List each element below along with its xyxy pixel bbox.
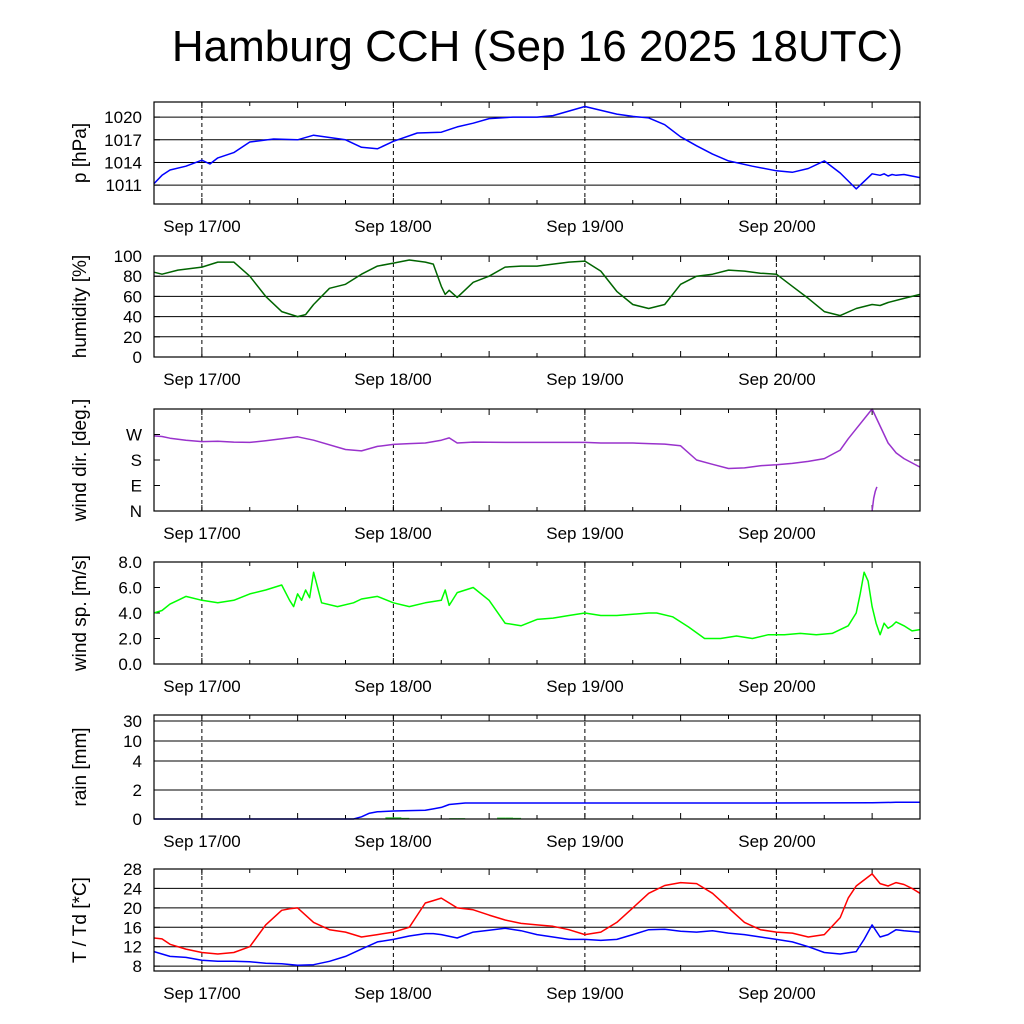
rain-bar <box>393 817 402 819</box>
y-tick-label: 100 <box>114 247 142 266</box>
y-axis-label: T / Td [*C] <box>70 877 91 963</box>
series-line-1 <box>871 486 878 512</box>
x-tick-label: Sep 18/00 <box>354 217 432 236</box>
y-tick-label: 20 <box>123 328 142 347</box>
rain-bar <box>385 817 394 819</box>
x-tick-label: Sep 20/00 <box>738 217 816 236</box>
x-tick-label: Sep 19/00 <box>546 832 624 851</box>
series-line-0 <box>153 408 921 470</box>
y-tick-label: 1014 <box>104 153 142 172</box>
y-tick-label: 1017 <box>104 131 142 150</box>
series-line-1 <box>153 924 921 966</box>
series-line-0 <box>153 105 921 190</box>
y-tick-label: 2.0 <box>118 630 142 649</box>
x-tick-label: Sep 17/00 <box>163 984 241 1003</box>
y-tick-label: 12 <box>123 938 142 957</box>
y-tick-label: 8.0 <box>118 553 142 572</box>
y-tick-label: 24 <box>123 879 142 898</box>
x-tick-label: Sep 19/00 <box>546 984 624 1003</box>
x-tick-label: Sep 20/00 <box>738 832 816 851</box>
y-tick-label: 16 <box>123 918 142 937</box>
x-tick-label: Sep 18/00 <box>354 984 432 1003</box>
x-tick-label: Sep 17/00 <box>163 217 241 236</box>
y-tick-label: S <box>131 451 142 470</box>
x-tick-label: Sep 18/00 <box>354 524 432 543</box>
y-tick-label: 80 <box>123 267 142 286</box>
y-tick-label: N <box>130 502 142 521</box>
series-line-0 <box>153 571 921 640</box>
plot-frame <box>153 868 921 972</box>
plot-frame <box>153 101 921 205</box>
x-tick-label: Sep 19/00 <box>546 370 624 389</box>
rain-bar <box>497 817 506 819</box>
x-tick-label: Sep 19/00 <box>546 524 624 543</box>
y-tick-label: 0 <box>133 348 142 367</box>
y-tick-label: E <box>131 477 142 496</box>
x-tick-label: Sep 17/00 <box>163 524 241 543</box>
plot-frame <box>153 714 921 820</box>
y-tick-label: 4 <box>133 752 142 771</box>
y-axis-label: humidity [%] <box>70 255 91 358</box>
panel-0: 1011 1014 1017 1020 Sep 17/00 Sep 18/00 Sep 19… <box>70 101 921 236</box>
y-axis-label: p [hPa] <box>70 123 91 183</box>
y-tick-label: 8 <box>133 957 142 976</box>
x-tick-label: Sep 20/00 <box>738 984 816 1003</box>
x-tick-label: Sep 17/00 <box>163 677 241 696</box>
x-tick-label: Sep 19/00 <box>546 677 624 696</box>
x-tick-label: Sep 20/00 <box>738 677 816 696</box>
y-tick-label: 40 <box>123 308 142 327</box>
plot-frame <box>153 255 921 358</box>
y-tick-label: 1020 <box>104 108 142 127</box>
plot-frame <box>153 561 921 665</box>
x-tick-label: Sep 18/00 <box>354 370 432 389</box>
panel-3: 0.0 2.0 4.0 6.0 8.0 Sep 17/00 Sep 18/00 Sep 19/… <box>70 553 921 696</box>
y-axis-label: wind sp. [m/s] <box>70 555 91 672</box>
series-line-0 <box>153 873 921 955</box>
y-tick-label: 0 <box>133 810 142 829</box>
x-tick-label: Sep 20/00 <box>738 370 816 389</box>
chart-title: Hamburg CCH (Sep 16 2025 18UTC) <box>171 22 904 71</box>
x-tick-label: Sep 18/00 <box>354 677 432 696</box>
y-tick-label: 6.0 <box>118 579 142 598</box>
x-tick-label: Sep 20/00 <box>738 524 816 543</box>
x-tick-label: Sep 17/00 <box>163 370 241 389</box>
y-tick-label: W <box>126 426 142 445</box>
y-tick-label: 30 <box>123 712 142 731</box>
y-tick-label: 0.0 <box>118 655 142 674</box>
y-axis-label: rain [mm] <box>70 727 91 806</box>
y-tick-label: 28 <box>123 860 142 879</box>
y-tick-label: 4.0 <box>118 604 142 623</box>
y-axis-label: wind dir. [deg.] <box>70 399 91 523</box>
y-tick-label: 10 <box>123 732 142 751</box>
series-line-0 <box>154 801 920 820</box>
x-tick-label: Sep 18/00 <box>354 832 432 851</box>
plot-frame <box>153 408 921 512</box>
series-line-0 <box>153 259 921 318</box>
x-tick-label: Sep 17/00 <box>163 832 241 851</box>
y-tick-label: 2 <box>133 781 142 800</box>
rain-bar <box>505 817 514 819</box>
x-tick-label: Sep 19/00 <box>546 217 624 236</box>
y-tick-label: 1011 <box>105 176 142 195</box>
y-tick-label: 20 <box>123 899 142 918</box>
y-tick-label: 60 <box>123 287 142 306</box>
